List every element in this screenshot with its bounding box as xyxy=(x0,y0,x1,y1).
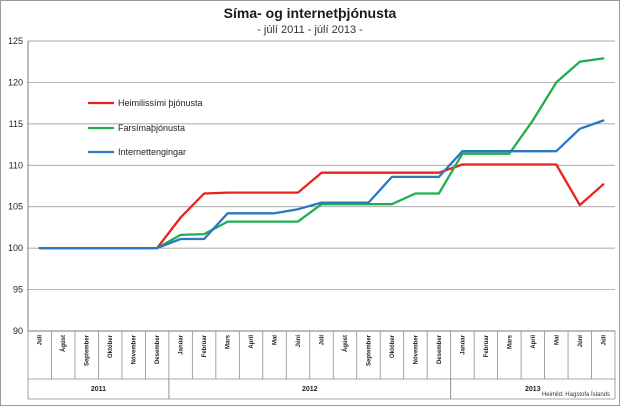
x-tick-label: Apríl xyxy=(249,335,255,349)
y-tick-label: 120 xyxy=(8,77,23,87)
x-tick-label: Júlí xyxy=(38,335,44,346)
x-tick-label: Desember xyxy=(437,334,443,364)
legend-label: Internettengingar xyxy=(118,147,186,157)
series-line-3 xyxy=(38,119,605,250)
legend-label: Farsímaþjónusta xyxy=(118,123,185,133)
x-tick-label: Maí xyxy=(273,335,279,345)
x-tick-label: Júní xyxy=(296,335,302,348)
x-tick-label: Febrúar xyxy=(484,334,490,357)
year-label: 2011 xyxy=(91,386,106,393)
y-tick-label: 90 xyxy=(13,326,23,336)
y-tick-label: 100 xyxy=(8,243,23,253)
x-tick-label: Janúar xyxy=(460,334,466,354)
x-tick-label: Nóvember xyxy=(413,334,419,364)
x-tick-label: Mars xyxy=(226,334,232,349)
y-tick-label: 125 xyxy=(8,36,23,46)
y-tick-label: 95 xyxy=(13,285,23,295)
x-tick-label: Júlí xyxy=(601,335,607,346)
y-tick-label: 110 xyxy=(9,160,23,170)
x-tick-label: Október xyxy=(108,334,114,358)
chart-subtitle: - júlí 2011 - júlí 2013 - xyxy=(257,24,363,36)
x-tick-label: Apríl xyxy=(531,335,537,349)
x-tick-label: Júlí xyxy=(320,335,326,346)
x-tick-label: Janúar xyxy=(179,334,185,354)
series-line-1 xyxy=(38,163,605,250)
y-tick-label: 115 xyxy=(9,119,23,129)
x-tick-label: Ágúst xyxy=(60,335,67,352)
x-tick-label: Mars xyxy=(507,334,513,349)
x-tick-label: Júní xyxy=(578,335,584,348)
year-label: 2012 xyxy=(302,386,318,393)
source-note: Heimild: Hagstofa Íslands xyxy=(541,392,610,398)
x-tick-label: Nóvember xyxy=(132,334,138,364)
x-tick-label: Október xyxy=(390,334,396,358)
legend-label: Heimilissími þjónusta xyxy=(118,98,203,108)
x-tick-label: Ágúst xyxy=(342,335,349,352)
chart-title: Síma- og internetþjónusta xyxy=(223,5,397,21)
x-tick-label: September xyxy=(366,334,372,366)
x-tick-label: Maí xyxy=(554,335,560,345)
x-tick-label: Febrúar xyxy=(202,334,208,357)
year-label: 2013 xyxy=(525,386,541,393)
x-tick-label: September xyxy=(85,334,91,366)
y-tick-label: 105 xyxy=(8,202,23,212)
x-tick-label: Desember xyxy=(155,334,161,364)
